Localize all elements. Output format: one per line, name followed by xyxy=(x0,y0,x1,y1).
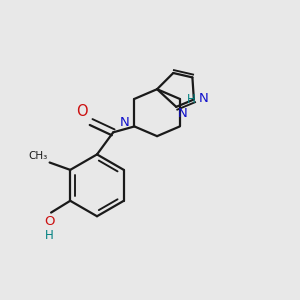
Text: O: O xyxy=(44,215,55,228)
Text: CH₃: CH₃ xyxy=(28,151,47,161)
Text: N: N xyxy=(120,116,130,128)
Text: N: N xyxy=(178,107,188,120)
Text: O: O xyxy=(76,104,88,119)
Text: N: N xyxy=(198,92,208,104)
Text: H: H xyxy=(187,93,195,106)
Text: H: H xyxy=(45,229,54,242)
